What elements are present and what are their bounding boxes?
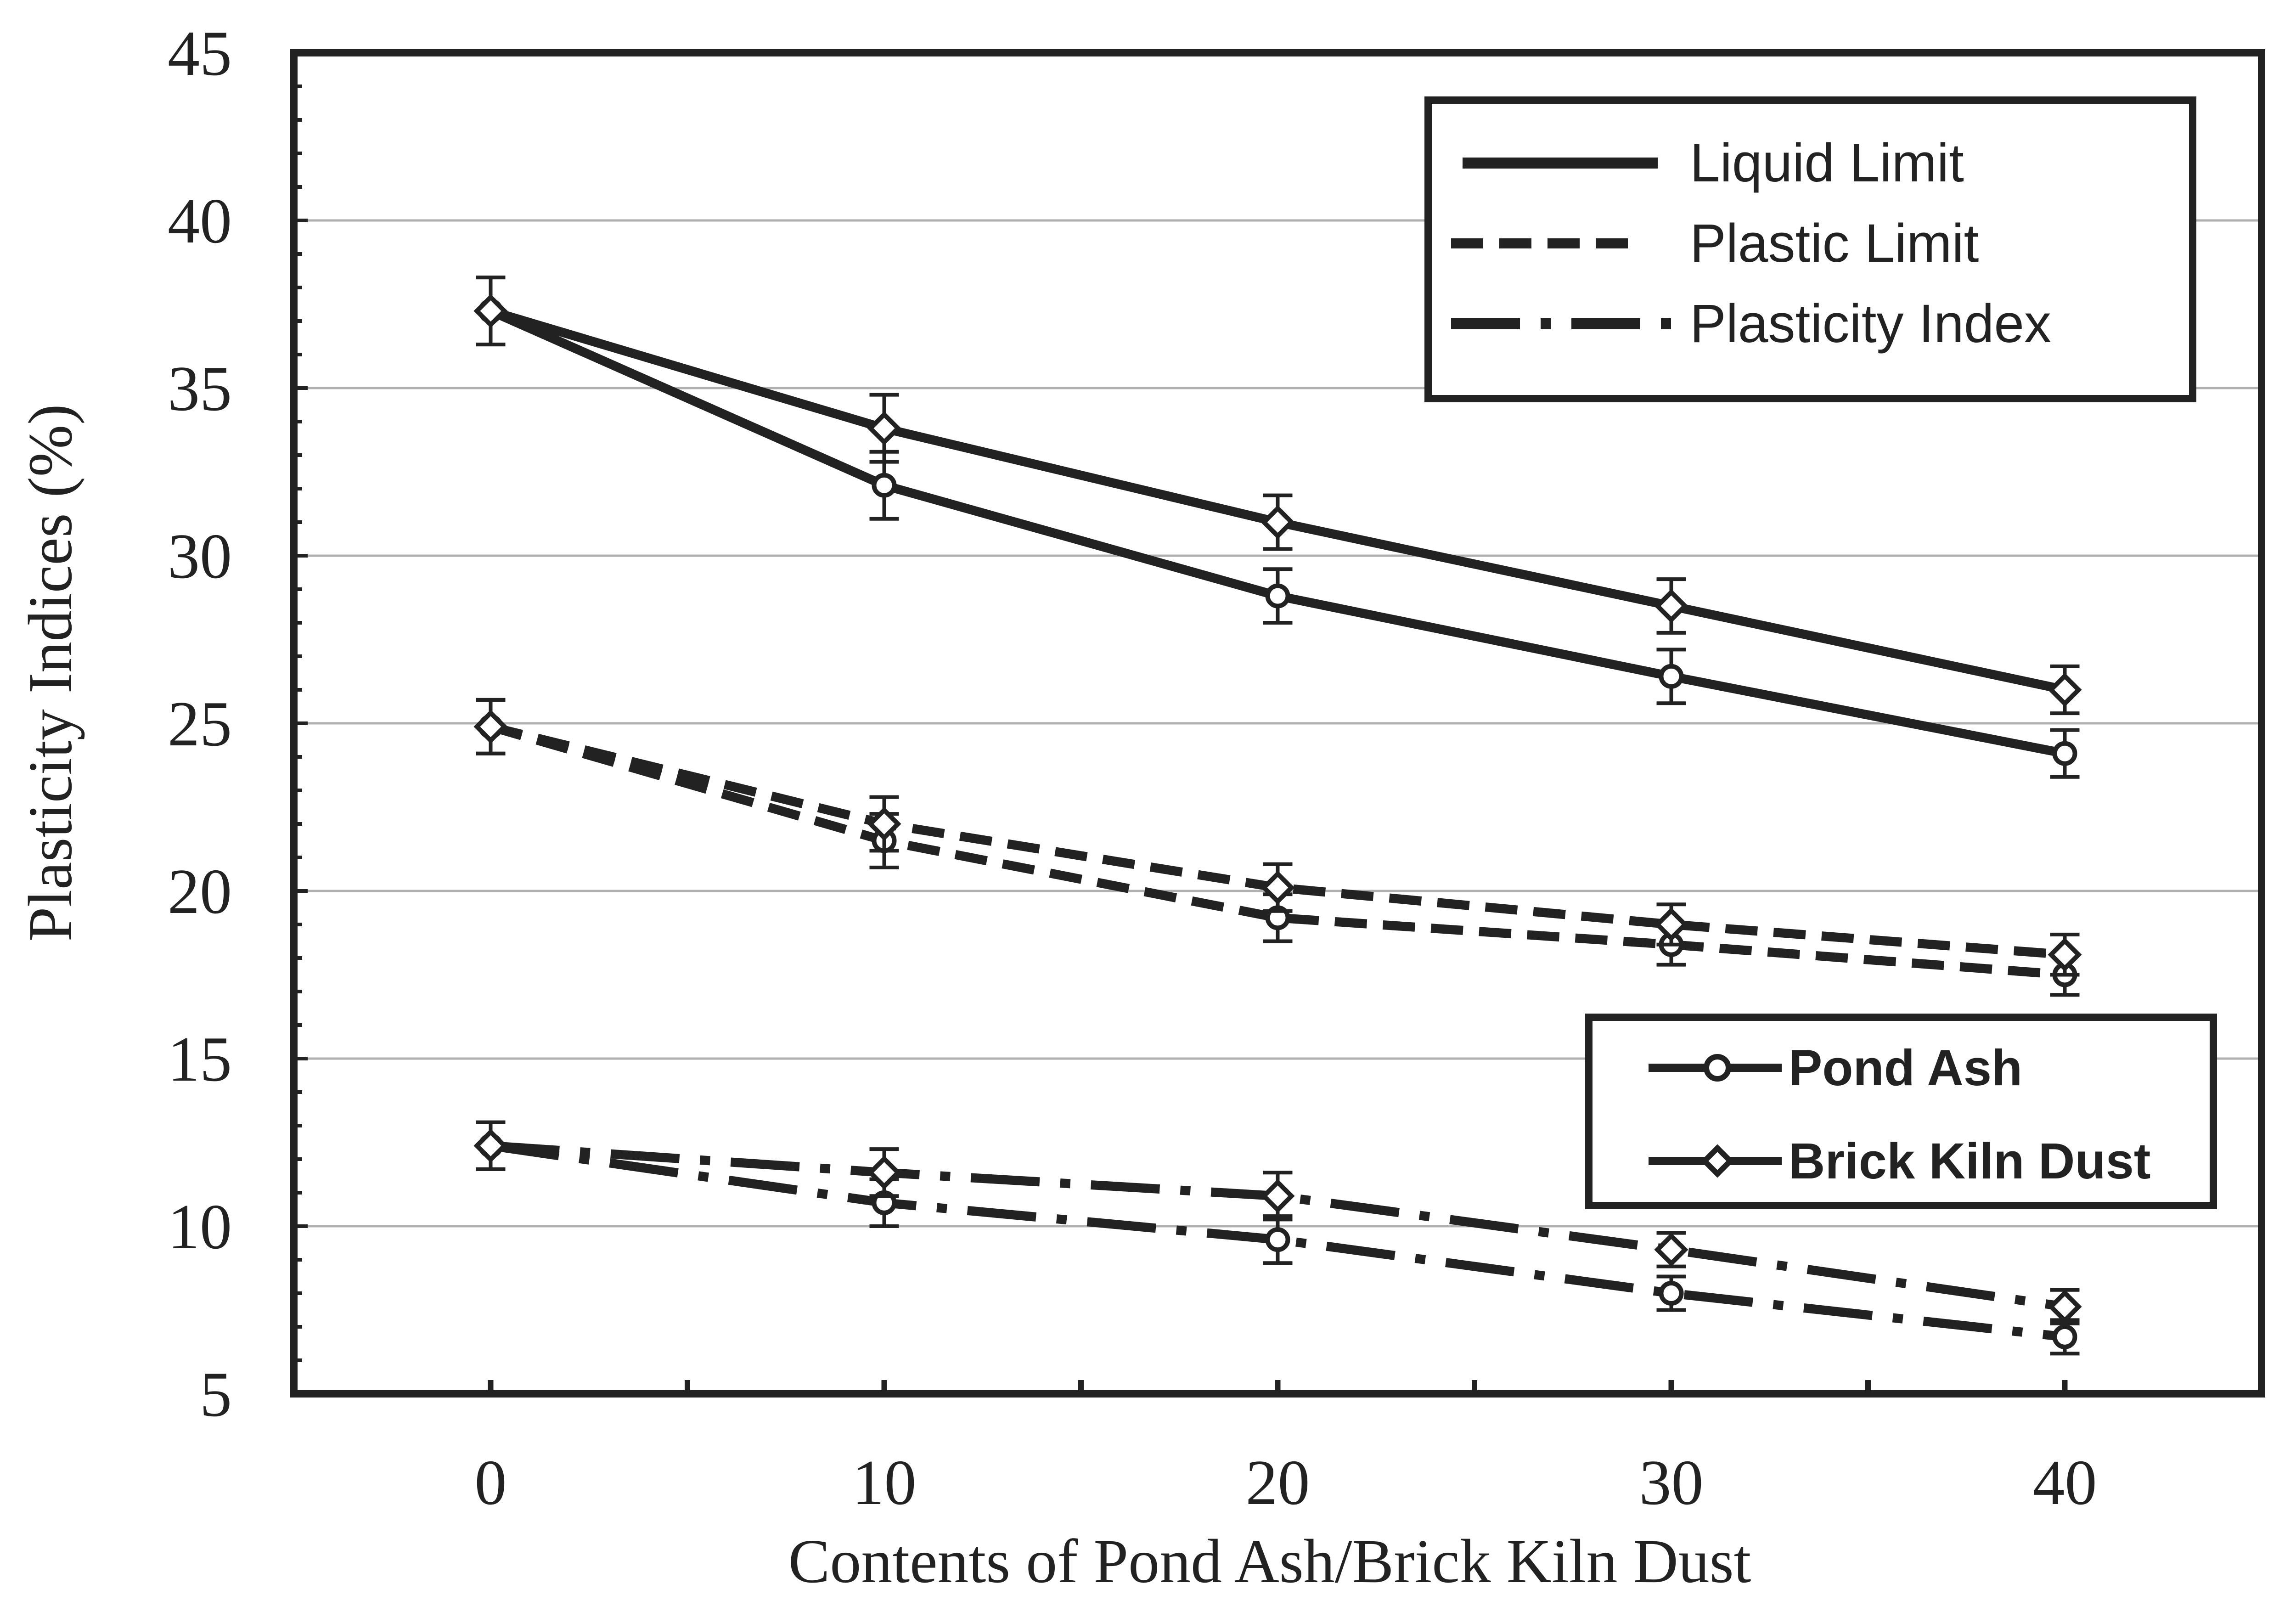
series-line: [490, 722, 2065, 959]
series-1: [473, 276, 2082, 716]
legend-materials-box: [1585, 1014, 2217, 1209]
data-point: [2048, 937, 2082, 972]
data-point: [1261, 1179, 1295, 1213]
x-tick-label: 10: [852, 1447, 917, 1518]
data-point: [1654, 1233, 1688, 1267]
data-point: [473, 710, 508, 744]
legend-label-plastic-limit: Plastic Limit: [1690, 213, 1979, 274]
legend-label-brick-kiln-dust: Brick Kiln Dust: [1789, 1133, 2150, 1189]
y-tick-label: 35: [168, 353, 232, 424]
legend-materials: Pond Ash Brick Kiln Dust: [1585, 1014, 2217, 1209]
data-point: [1265, 583, 1290, 609]
data-point: [2052, 741, 2077, 766]
data-point: [1261, 505, 1295, 540]
data-point: [1659, 664, 1684, 689]
data-point: [1261, 870, 1295, 905]
series-3: [473, 698, 2082, 977]
x-tick-label: 20: [1246, 1447, 1310, 1518]
legend-label-plasticity-index: Plasticity Index: [1690, 293, 2051, 354]
y-tick-label: 10: [168, 1191, 232, 1262]
y-tick-label: 25: [168, 688, 232, 760]
legend-properties-box: [1424, 96, 2196, 402]
legend-swatch-diamond-marker: [1700, 1144, 1734, 1178]
legend-entry-plastic-limit: Plastic Limit: [1451, 213, 1979, 274]
x-tick-label: 0: [475, 1447, 507, 1518]
data-point: [1659, 1281, 1684, 1306]
data-point: [872, 473, 897, 498]
data-point: [867, 1155, 901, 1190]
y-tick-label: 5: [200, 1359, 232, 1430]
series-line: [490, 1141, 2065, 1341]
x-axis-title: Contents of Pond Ash/Brick Kiln Dust: [788, 1527, 1751, 1596]
data-point: [2048, 1290, 2082, 1324]
legend-entry-pond-ash: Pond Ash: [1649, 1040, 2022, 1096]
x-tick-label: 30: [1639, 1447, 1704, 1518]
legend-label-pond-ash: Pond Ash: [1789, 1040, 2022, 1096]
data-point: [1654, 907, 1688, 942]
series-group: [473, 276, 2082, 1356]
data-point: [867, 411, 901, 445]
series-5: [473, 1120, 2082, 1325]
data-point: [473, 294, 508, 328]
y-tick-label: 20: [168, 856, 232, 927]
data-point: [2052, 1324, 2077, 1349]
legend-swatch-circle-marker: [1704, 1054, 1731, 1082]
plot-frame: [290, 49, 2265, 1398]
y-axis-title: Plasticity Indices (%): [16, 404, 85, 942]
legend-properties: Liquid Limit Plastic Limit Plasticity In…: [1424, 96, 2196, 402]
y-tick-label: 30: [168, 521, 232, 592]
data-point: [473, 1128, 508, 1163]
data-point: [1654, 589, 1688, 623]
legend-entry-brick-kiln-dust: Brick Kiln Dust: [1649, 1133, 2150, 1189]
x-tick-labels: 0 10 20 30 40: [475, 1447, 2097, 1518]
legend-entry-liquid-limit: Liquid Limit: [1463, 133, 1964, 193]
y-tick-labels: 5 10 15 20 25 30 35 40 45: [168, 18, 232, 1430]
data-point: [2048, 672, 2082, 707]
legend-entry-plasticity-index: Plasticity Index: [1451, 293, 2051, 354]
data-point: [1265, 1227, 1290, 1252]
y-tick-label: 45: [168, 18, 232, 89]
axes: [290, 49, 2265, 1398]
y-tick-label: 40: [168, 186, 232, 257]
series-line: [489, 722, 2065, 980]
legend-label-liquid-limit: Liquid Limit: [1690, 133, 1964, 193]
y-tick-label: 15: [168, 1024, 232, 1095]
x-tick-label: 40: [2033, 1447, 2097, 1518]
data-point: [867, 806, 901, 841]
